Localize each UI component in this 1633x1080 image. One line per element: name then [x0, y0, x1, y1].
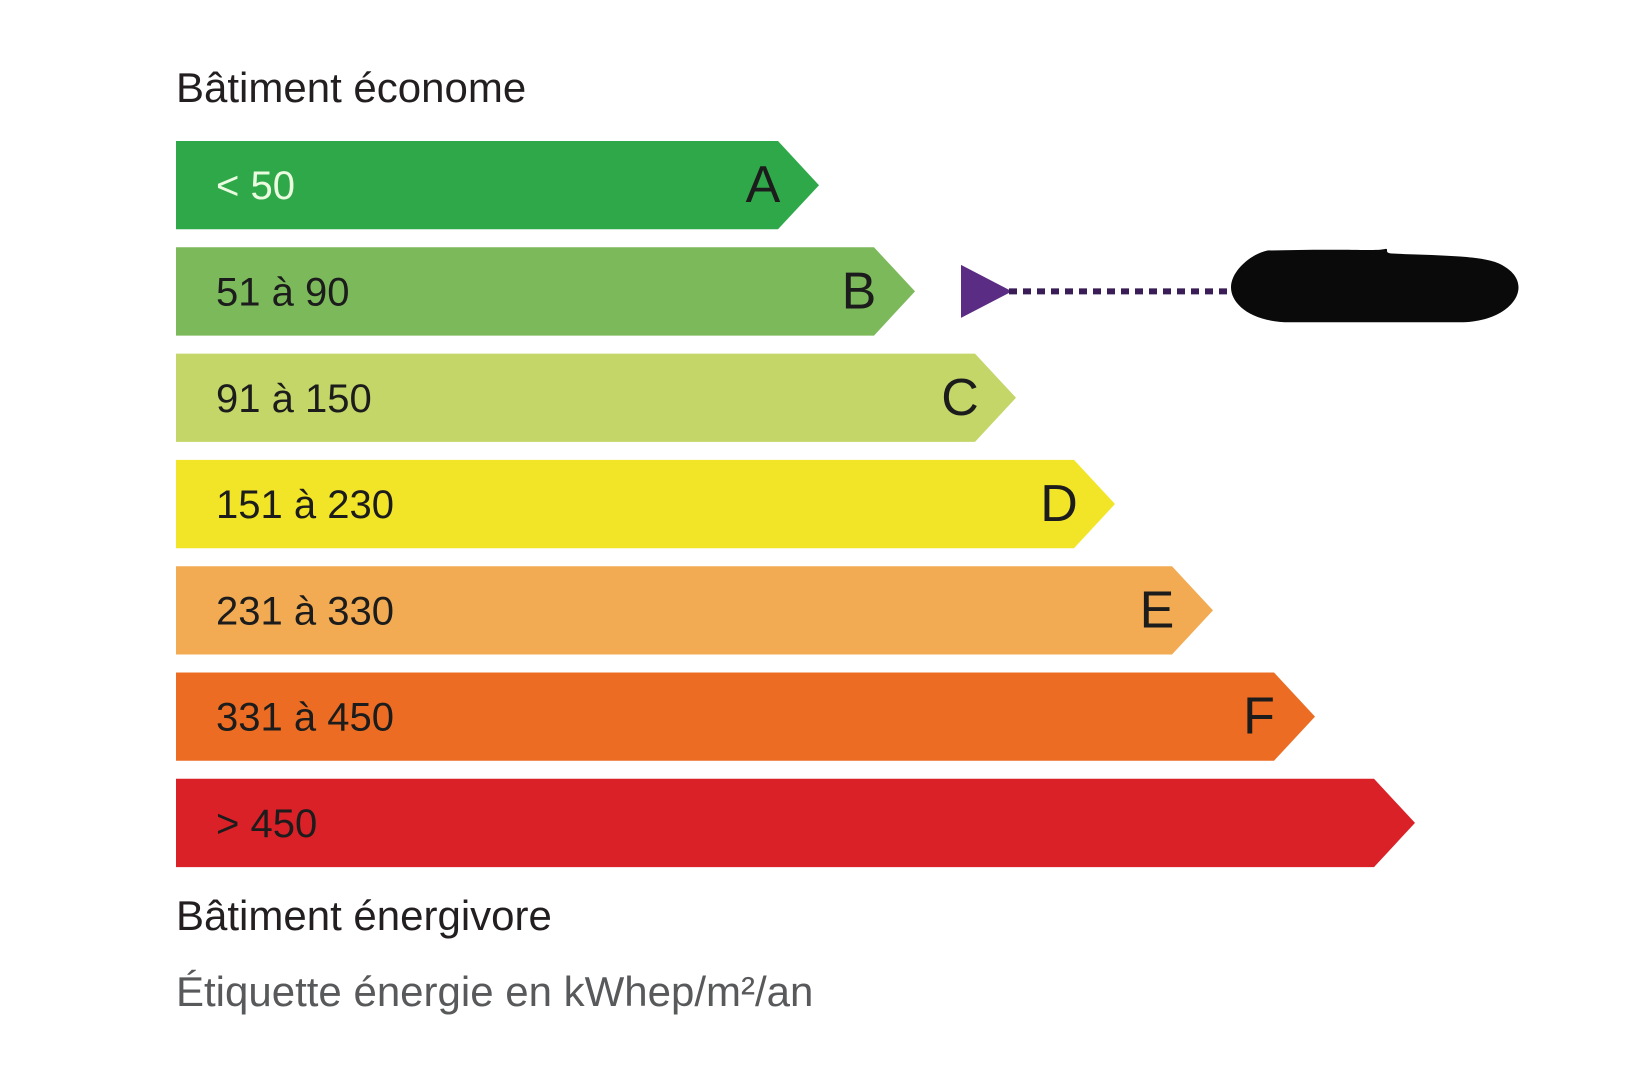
svg-text:F: F	[1243, 688, 1275, 746]
svg-text:151 à 230: 151 à 230	[216, 483, 394, 527]
svg-text:E: E	[1140, 581, 1175, 639]
svg-text:D: D	[1040, 475, 1078, 533]
svg-text:> 450: > 450	[216, 802, 317, 846]
svg-text:91 à 150: 91 à 150	[216, 377, 372, 421]
svg-text:C: C	[941, 369, 979, 427]
svg-text:B: B	[842, 262, 877, 320]
svg-text:< 50: < 50	[216, 164, 295, 208]
svg-text:331 à 450: 331 à 450	[216, 696, 394, 740]
svg-text:231 à 330: 231 à 330	[216, 589, 394, 633]
svg-text:51 à 90: 51 à 90	[216, 270, 349, 314]
svg-text:A: A	[746, 156, 781, 214]
